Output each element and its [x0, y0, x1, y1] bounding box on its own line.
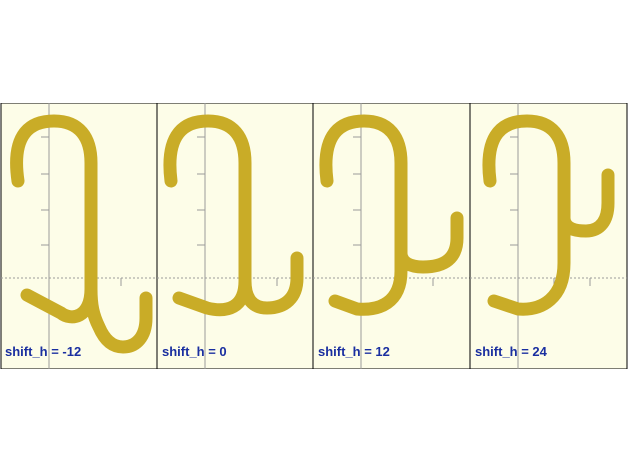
hook-shape-4 — [482, 114, 615, 316]
panel-3 — [312, 103, 471, 369]
panel-strip — [0, 103, 628, 369]
panel-2-background — [156, 103, 314, 369]
panel-3-label: shift_h = 12 — [318, 344, 390, 359]
hook-shape-1 — [10, 114, 153, 354]
panel-1 — [0, 103, 158, 369]
panel-4 — [469, 103, 628, 369]
panel-1-background — [0, 103, 158, 369]
hook-shape-3 — [319, 114, 464, 316]
panel-4-label: shift_h = 24 — [475, 344, 547, 359]
panel-2-axes — [157, 103, 313, 369]
panel-1-label: shift_h = -12 — [5, 344, 82, 359]
panel-2-label: shift_h = 0 — [162, 344, 227, 359]
panel-2 — [156, 103, 314, 369]
panel-3-background — [312, 103, 471, 369]
hook-shape-2 — [163, 114, 304, 317]
